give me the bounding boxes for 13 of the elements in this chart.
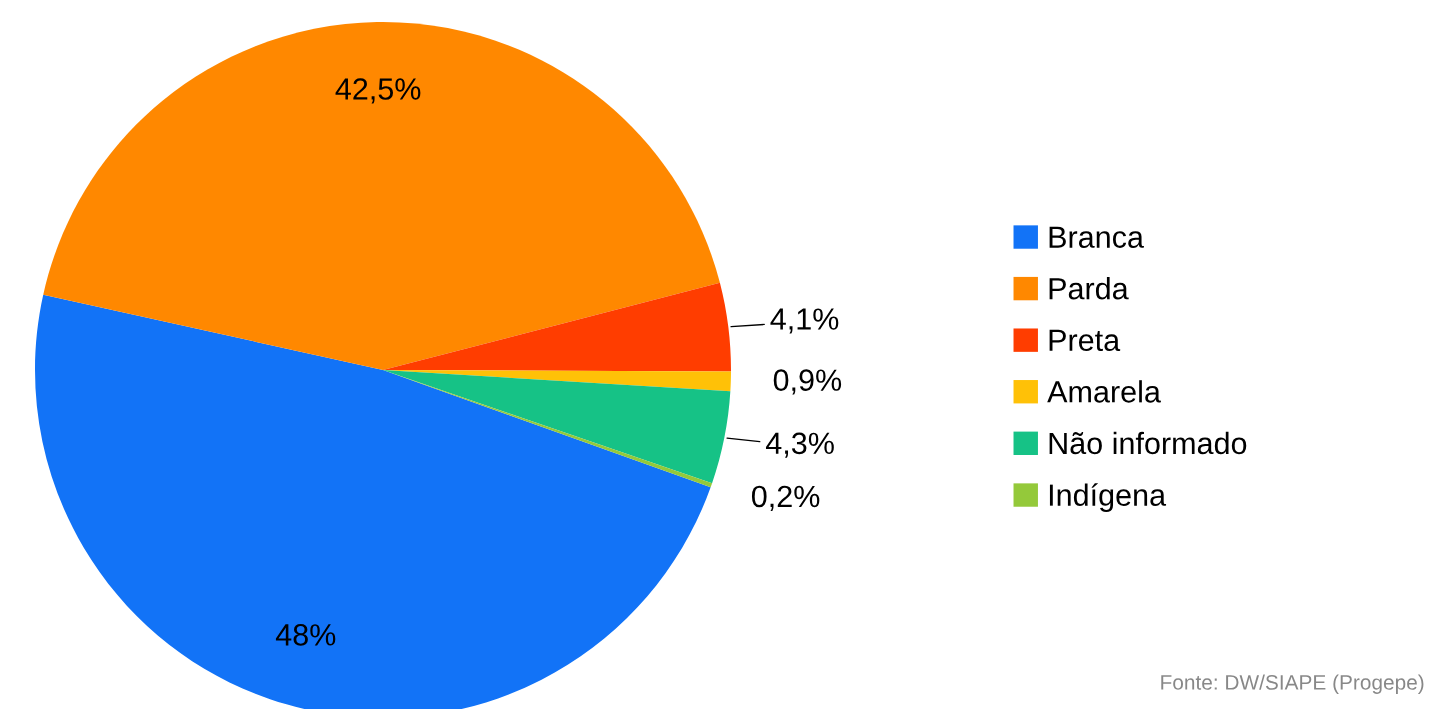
legend-label: Amarela <box>1047 380 1161 403</box>
data-label: 42,5% <box>335 78 421 104</box>
legend-label: Preta <box>1049 329 1121 352</box>
data-label: 0,9% <box>773 369 842 395</box>
legend-label: Parda <box>1049 277 1129 300</box>
source-note: Fonte: DW/SIAPE (Progepe) <box>1161 674 1424 694</box>
data-label: 4,1% <box>770 308 839 334</box>
legend-label: Indígena <box>1049 483 1167 513</box>
data-label: 48% <box>275 624 336 646</box>
data-label: 4,3% <box>765 432 834 458</box>
legend-label: Não informado <box>1049 431 1247 455</box>
data-label: 0,2% <box>751 485 820 511</box>
legend-label: Branca <box>1049 226 1144 248</box>
